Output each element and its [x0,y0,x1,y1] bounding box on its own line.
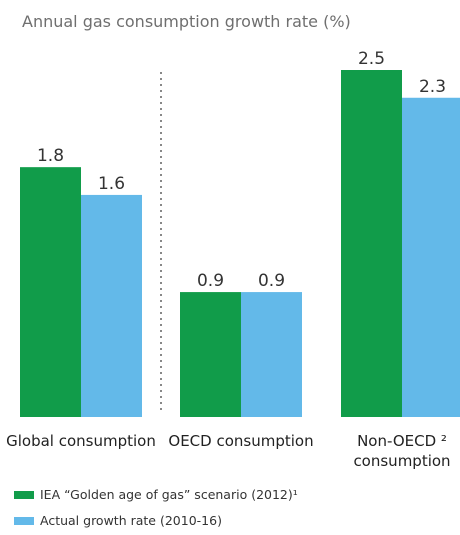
data-label-1-series-1: 0.9 [258,271,285,291]
category-label-2-line-1: consumption [353,452,450,470]
bar-0-series-1 [81,194,142,417]
legend-swatch-0 [14,490,34,499]
bar-2-series-0 [341,70,402,417]
bar-0-series-0 [20,167,81,417]
legend-swatch-1 [14,516,34,525]
bar-1-series-0 [180,292,241,417]
data-label-1-series-0: 0.9 [197,271,224,291]
bar-2-series-1 [402,97,460,417]
legend-item-1: Actual growth rate (2010-16) [14,513,222,528]
legend-label-1: Actual growth rate (2010-16) [40,513,222,528]
chart-title: Annual gas consumption growth rate (%) [22,12,351,31]
category-label-1: OECD consumption [168,432,313,450]
data-label-2-series-0: 2.5 [358,49,385,69]
legend-item-0: IEA “Golden age of gas” scenario (2012)¹ [14,487,298,502]
data-label-0-series-0: 1.8 [37,146,64,166]
category-label-2-line-0: Non-OECD ² [357,432,447,450]
data-label-0-series-1: 1.6 [98,174,125,194]
bar-1-series-1 [241,292,302,417]
data-label-2-series-1: 2.3 [419,77,446,97]
legend-label-0: IEA “Golden age of gas” scenario (2012)¹ [40,487,298,502]
category-label-0: Global consumption [6,432,156,450]
